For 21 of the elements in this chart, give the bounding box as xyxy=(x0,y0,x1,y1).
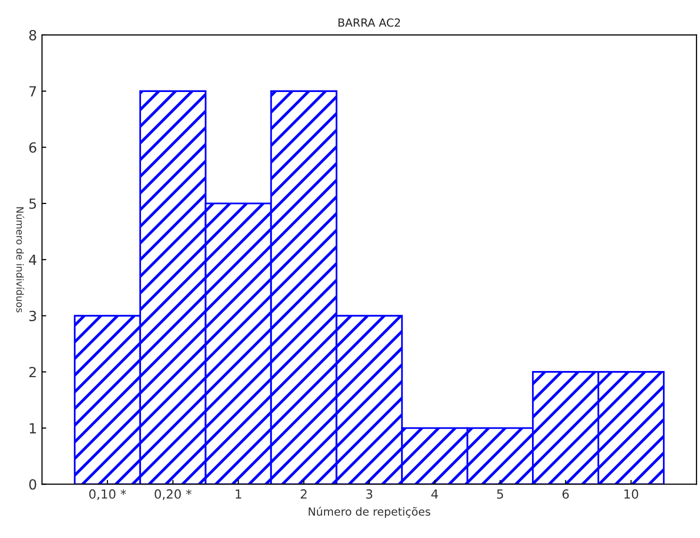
x-tick-label: 6 xyxy=(562,489,569,499)
y-tick-label: 4 xyxy=(28,254,36,265)
x-tick-label: 3 xyxy=(366,489,372,499)
x-tick-label: 2 xyxy=(300,489,307,499)
y-tick-label: 2 xyxy=(29,366,36,378)
y-tick-label: 6 xyxy=(29,142,36,153)
x-tick-label: 5 xyxy=(497,489,504,499)
y-tick-label: 7 xyxy=(29,86,36,96)
y-axis-title: Número de indivíduos xyxy=(16,207,24,312)
x-tick-label: 1 xyxy=(236,489,242,499)
y-tick-label: 0 xyxy=(29,479,36,490)
x-axis-title: Número de repetições xyxy=(308,506,430,518)
y-tick-label: 5 xyxy=(29,198,36,209)
y-tick-label: 8 xyxy=(29,30,36,40)
x-tick-label: 0,10 * xyxy=(89,489,126,500)
x-tick-label: 10 xyxy=(624,489,638,499)
y-tick-label: 1 xyxy=(30,423,36,434)
chart-title: BARRA AC2 xyxy=(338,18,400,27)
x-tick-label: 0,20 * xyxy=(154,489,192,500)
y-tick-label: 3 xyxy=(29,310,36,322)
x-tick-label: 4 xyxy=(431,489,438,499)
